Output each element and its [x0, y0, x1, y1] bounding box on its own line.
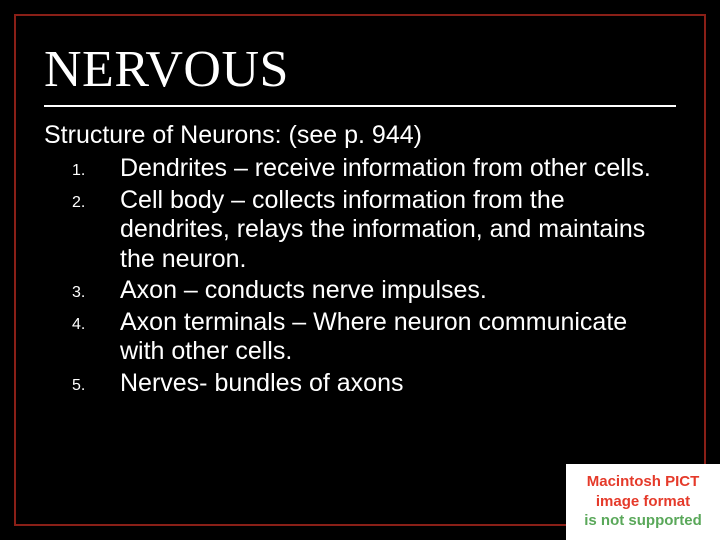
item-number: 2.	[72, 186, 120, 212]
error-line-2: image format	[566, 492, 720, 512]
slide-frame: NERVOUS Structure of Neurons: (see p. 94…	[14, 14, 706, 526]
list-item: 5. Nerves- bundles of axons	[72, 369, 676, 399]
item-text: Axon terminals – Where neuron communicat…	[120, 308, 676, 367]
neuron-structure-list: 1. Dendrites – receive information from …	[44, 154, 676, 398]
slide-title: NERVOUS	[44, 40, 676, 99]
item-text: Axon – conducts nerve impulses.	[120, 276, 676, 306]
image-error-box: Macintosh PICT image format is not suppo…	[566, 464, 720, 540]
list-item: 2. Cell body – collects information from…	[72, 186, 676, 275]
section-subtitle: Structure of Neurons: (see p. 944)	[44, 121, 676, 150]
item-number: 5.	[72, 369, 120, 395]
title-underline	[44, 105, 676, 107]
item-text: Nerves- bundles of axons	[120, 369, 676, 399]
list-item: 1. Dendrites – receive information from …	[72, 154, 676, 184]
item-number: 3.	[72, 276, 120, 302]
error-line-1: Macintosh PICT	[566, 472, 720, 492]
list-item: 4. Axon terminals – Where neuron communi…	[72, 308, 676, 367]
item-text: Cell body – collects information from th…	[120, 186, 676, 275]
list-item: 3. Axon – conducts nerve impulses.	[72, 276, 676, 306]
item-number: 4.	[72, 308, 120, 334]
item-text: Dendrites – receive information from oth…	[120, 154, 676, 184]
item-number: 1.	[72, 154, 120, 180]
error-line-3: is not supported	[566, 511, 720, 531]
